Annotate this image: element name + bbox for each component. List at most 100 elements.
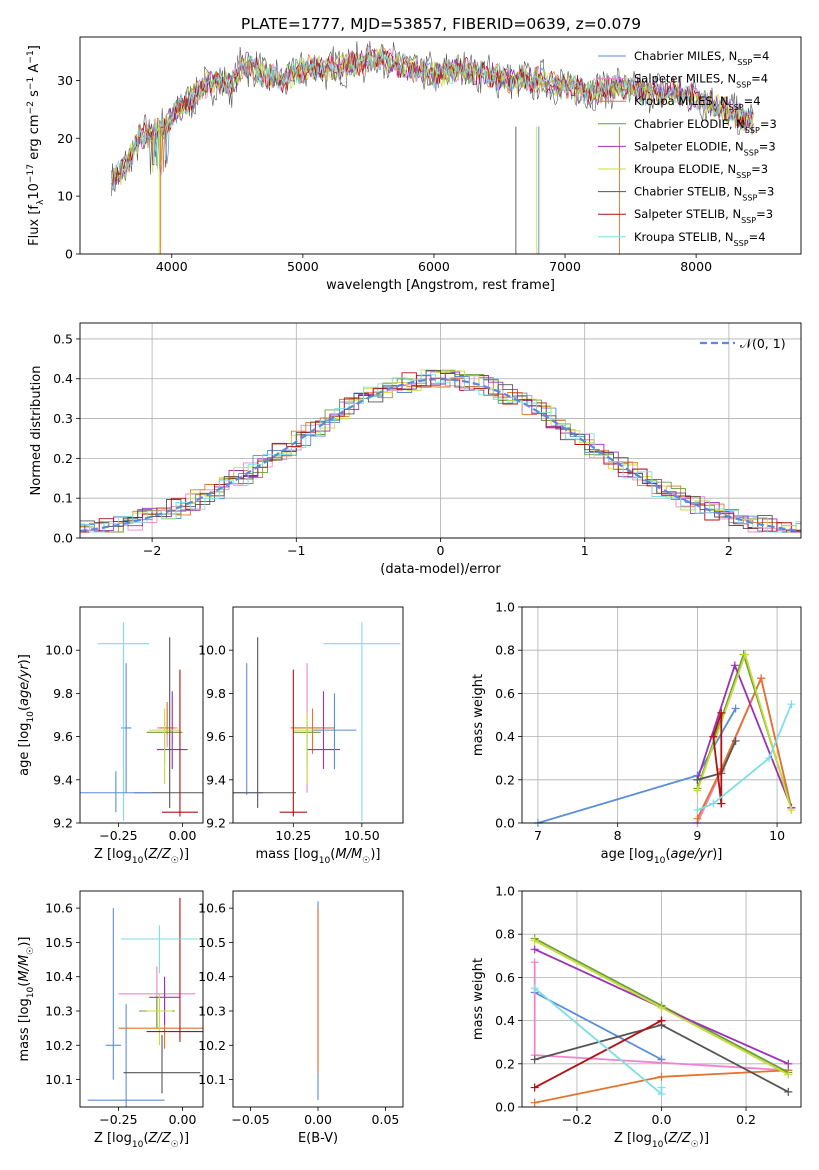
weight-point-marker	[787, 806, 796, 815]
y-tick-label: 1.0	[495, 600, 515, 615]
weight-point-marker	[530, 936, 539, 945]
legend-label: Kroupa STELIB, NSSP=4	[634, 230, 766, 248]
x-axis-label: age [log10(age/yr)]	[601, 847, 723, 866]
y-tick-label: 9.6	[206, 729, 226, 744]
x-tick-label: 6000	[418, 259, 450, 274]
x-tick-label: 7000	[549, 259, 581, 274]
y-tick-label: 10.0	[45, 643, 73, 658]
y-tick-label: 0.2	[53, 451, 73, 466]
weight-point-marker	[730, 661, 739, 670]
y-tick-label: 0.4	[495, 729, 515, 744]
weight-point-marker	[530, 1098, 539, 1107]
age-vs-mass-panel: 10.25 10.50 9.2 9.4 9.6 9.8 10.0 mass [log10(M/…	[198, 606, 404, 866]
weight-point-marker	[657, 1016, 666, 1025]
weight-series-line	[697, 703, 793, 811]
weight-point-marker	[717, 799, 726, 808]
weight-point-marker	[741, 650, 750, 659]
legend-label: Kroupa MILES, NSSP=4	[634, 94, 761, 112]
axes-frame	[232, 606, 404, 824]
y-tick-label: 0.8	[495, 643, 515, 658]
weight-point-marker	[530, 958, 539, 967]
y-tick-label: 0.8	[495, 927, 515, 942]
y-tick-label: 10.3	[198, 1004, 226, 1019]
mass-vs-Z-panel: −0.25 0.00 10.1 10.2 10.3 10.4 10.5 10.6 Z [log1…	[17, 890, 204, 1150]
x-tick-label: −0.25	[99, 828, 137, 843]
y-tick-label: 10	[57, 189, 73, 204]
weight-point-marker	[657, 1072, 666, 1081]
weight-point-marker	[765, 754, 774, 763]
x-tick-label: 10.25	[275, 828, 311, 843]
axes-frame	[521, 606, 802, 824]
y-tick-label: 0.2	[495, 772, 515, 787]
y-tick-label: 10.4	[198, 969, 226, 984]
axes-frame	[79, 36, 802, 255]
x-tick-label: 1	[581, 543, 589, 558]
weight-point-marker	[709, 732, 718, 741]
x-tick-label: 4000	[156, 259, 188, 274]
y-tick-label: 0.2	[495, 1056, 515, 1071]
weight-point-marker	[784, 1070, 793, 1079]
x-axis-label: mass [log10(M/M☉)]	[256, 847, 381, 866]
axes-frame	[79, 606, 204, 824]
figure-title: PLATE=1777, MJD=53857, FIBERID=0639, z=0…	[241, 15, 641, 33]
y-tick-label: 9.8	[53, 686, 73, 701]
x-tick-label: 7	[534, 828, 542, 843]
legend-label: Salpeter STELIB, NSSP=3	[634, 207, 773, 225]
weight-series-line	[534, 1019, 662, 1089]
x-tick-label: −2	[143, 543, 161, 558]
y-tick-label: 10.1	[45, 1072, 73, 1087]
y-tick-label: 0.6	[495, 970, 515, 985]
residual-histogram	[80, 374, 801, 533]
axes-frame	[79, 322, 802, 539]
spectrum-line	[111, 43, 754, 189]
legend-label: Chabrier STELIB, NSSP=3	[634, 185, 774, 203]
x-tick-label: −0.05	[231, 1112, 269, 1127]
weight-point-marker	[693, 775, 702, 784]
y-tick-label: 0	[65, 247, 73, 262]
weight-point-marker	[757, 674, 766, 683]
y-tick-label: 0.1	[53, 491, 73, 506]
legend-label: Kroupa ELODIE, NSSP=3	[634, 162, 768, 180]
legend-label: Chabrier ELODIE, NSSP=3	[634, 117, 777, 135]
weight-point-marker	[530, 945, 539, 954]
weight-series-line	[712, 712, 723, 804]
x-tick-label: −0.25	[99, 1112, 137, 1127]
x-tick-label: 0.05	[372, 1112, 400, 1127]
legend-label: 𝒩(0, 1)	[740, 336, 786, 351]
spectrum-line	[111, 47, 754, 182]
weight-point-marker	[693, 814, 702, 823]
y-tick-label: 9.2	[53, 816, 73, 831]
weight-series-line	[534, 991, 662, 1061]
weight-point-marker	[530, 1055, 539, 1064]
weight-point-marker	[709, 799, 718, 808]
weight-point-marker	[530, 984, 539, 993]
spectrum-line	[111, 48, 754, 190]
legend-label: Salpeter MILES, NSSP=4	[634, 72, 768, 90]
spectrum-panel: 4000 5000 6000 7000 8000 0 10 20 30 wavelength [A…	[26, 36, 802, 293]
y-tick-label: 30	[57, 73, 73, 88]
y-axis-label: age [log10(age/yr)]	[17, 654, 36, 776]
x-tick-label: −1	[287, 543, 305, 558]
y-tick-label: 9.4	[206, 772, 226, 787]
y-tick-label: 10.0	[198, 643, 226, 658]
weight-vs-Z-panel: −0.2 0.0 0.2 0.0 0.2 0.4 0.6 0.8 1.0 Z [log10(Z/Z…	[471, 884, 802, 1150]
y-tick-label: 0.5	[53, 331, 73, 346]
y-tick-label: 9.4	[53, 772, 73, 787]
y-tick-label: 10.4	[45, 969, 73, 984]
weight-point-marker	[731, 704, 740, 713]
weight-point-marker	[530, 1083, 539, 1092]
x-tick-label: 10	[769, 828, 785, 843]
y-tick-label: 10.3	[45, 1004, 73, 1019]
weight-point-marker	[693, 806, 702, 815]
residual-histogram	[80, 369, 801, 533]
weight-point-marker	[657, 1003, 666, 1012]
y-tick-label: 0.4	[53, 371, 73, 386]
y-tick-label: 9.8	[206, 686, 226, 701]
x-tick-label: 0	[437, 543, 445, 558]
weight-vs-age-panel: 7 8 9 10 0.0 0.2 0.4 0.6 0.8 1.0 age [log10(age/yr…	[471, 600, 802, 866]
mass-vs-EBV-panel: −0.05 0.00 0.05 10.1 10.2 10.3 10.4 10.5 10.6 E(B…	[198, 890, 404, 1146]
weight-point-marker	[717, 708, 726, 717]
x-tick-label: 0.2	[736, 1112, 756, 1127]
x-tick-label: 8000	[680, 259, 712, 274]
